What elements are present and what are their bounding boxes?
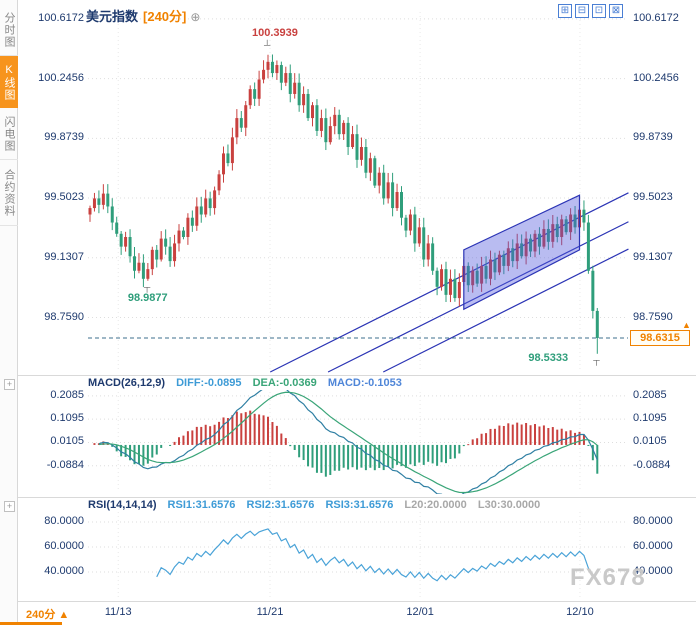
latest-price-arrow-icon[interactable]: ▲ (682, 320, 691, 330)
candles (88, 54, 599, 354)
macd-header: MACD(26,12,9) DIFF:-0.0895 DEA:-0.0369 M… (88, 377, 410, 389)
chart-header: 美元指数 [240分] ⊕ (86, 6, 200, 25)
axis-tick: -0.0884 (633, 458, 671, 471)
high-marker-icon: ┴ (264, 39, 271, 50)
axis-tick: 99.5023 (44, 191, 84, 204)
rsi-header: RSI(14,14,14) RSI1:31.6576 RSI2:31.6576 … (88, 499, 548, 511)
sidebar-tab-contract-info[interactable]: 合约资料 (0, 160, 18, 226)
timeframe-dropdown-label: 240分 (26, 609, 56, 621)
x-axis: 240分 ▲ 11/13 11/21 12/01 12/10 (18, 601, 696, 625)
macd-settings-icon[interactable]: + (4, 379, 15, 390)
rsi-title: RSI(14,14,14) (88, 499, 157, 511)
axis-tick: 60.0000 (44, 540, 84, 552)
watermark: FX678 (570, 564, 646, 591)
low-price-annotation: 98.9877 (127, 291, 168, 304)
rsi1-value: RSI1:31.6576 (167, 499, 236, 511)
timeframe-dropdown[interactable]: 240分 ▲ (26, 606, 69, 622)
footer-accent-bar (0, 622, 62, 625)
axis-tick: 100.2456 (38, 71, 84, 84)
axis-tick: 99.1307 (633, 250, 673, 263)
chart-toolbar: ⊞ ⊟ ⊡ ⊠ (558, 4, 623, 18)
sidebar-tab-kline-chart[interactable]: K线图 (0, 56, 18, 108)
rsi-l30-value: L30:30.0000 (477, 499, 541, 511)
axis-tick: 40.0000 (44, 565, 84, 577)
last-low-marker-icon: ┬ (593, 354, 600, 365)
axis-tick: 0.1095 (50, 412, 84, 425)
axis-tick: 0.2085 (50, 388, 84, 401)
timeframe-dropdown-arrow-icon: ▲ (58, 609, 70, 621)
sidebar: 分时图 K线图 闪电图 合约资料 (0, 0, 18, 625)
axis-tick: 99.8739 (44, 131, 84, 144)
date-label: 11/13 (104, 606, 132, 618)
layout-close-icon[interactable]: ⊠ (609, 4, 623, 18)
axis-tick: 0.1095 (633, 412, 667, 425)
macd-pane (88, 390, 628, 494)
macd-macd-value: MACD:-0.1053 (327, 377, 402, 389)
axis-tick: 100.2456 (633, 71, 679, 84)
rsi-l20-value: L20:20.0000 (404, 499, 467, 511)
axis-tick: 40.0000 (633, 565, 673, 577)
axis-tick: 100.6172 (38, 11, 84, 24)
date-label: 11/21 (256, 606, 284, 618)
axis-tick: 100.6172 (633, 11, 679, 24)
last-low-annotation: 98.5333 (528, 351, 569, 364)
axis-tick: 60.0000 (633, 540, 673, 552)
axis-tick: 80.0000 (44, 515, 84, 527)
rsi2-value: RSI2:31.6576 (246, 499, 315, 511)
zoom-plus-icon[interactable]: ⊕ (190, 10, 201, 24)
symbol-name: 美元指数 (86, 9, 139, 24)
axis-tick: 98.7590 (44, 310, 84, 323)
axis-tick: 99.8739 (633, 131, 673, 144)
layout-grid-icon[interactable]: ⊞ (558, 4, 572, 18)
axis-tick: 99.1307 (44, 250, 84, 263)
rsi-pane (88, 512, 628, 597)
timeframe-label: [240分] (143, 9, 187, 24)
axis-tick: 0.2085 (633, 388, 667, 401)
sidebar-tab-lightning-chart[interactable]: 闪电图 (0, 108, 18, 160)
date-label: 12/10 (566, 606, 594, 618)
axis-tick: 99.5023 (633, 191, 673, 204)
main-pane (88, 12, 629, 373)
rsi-settings-icon[interactable]: + (4, 501, 15, 512)
macd-dea-value: DEA:-0.0369 (252, 377, 317, 389)
macd-diff-value: DIFF:-0.0895 (176, 377, 242, 389)
axis-tick: 0.0105 (50, 435, 84, 448)
date-label: 12/01 (406, 606, 434, 618)
y-axis-right: 100.6172 100.2456 99.8739 99.5023 99.1307 98.… (633, 0, 696, 625)
last-price-tag[interactable]: 98.6315 (630, 330, 690, 346)
layout-dot-icon[interactable]: ⊡ (592, 4, 606, 18)
pane-separator-macd[interactable] (18, 375, 696, 376)
axis-tick: 0.0105 (633, 435, 667, 448)
y-axis-left: 100.6172 100.2456 99.8739 99.5023 99.1307 98.… (0, 0, 84, 625)
axis-tick: -0.0884 (46, 458, 84, 471)
sidebar-tab-time-chart[interactable]: 分时图 (0, 4, 18, 56)
low-marker-icon: ┬ (143, 281, 151, 292)
macd-title: MACD(26,12,9) (88, 377, 166, 389)
pane-separator-rsi[interactable] (18, 497, 696, 498)
axis-tick: 98.7590 (633, 310, 673, 323)
layout-minus-icon[interactable]: ⊟ (575, 4, 589, 18)
rsi3-value: RSI3:31.6576 (325, 499, 394, 511)
high-price-annotation: 100.3939 (252, 26, 298, 39)
axis-tick: 80.0000 (633, 515, 673, 527)
